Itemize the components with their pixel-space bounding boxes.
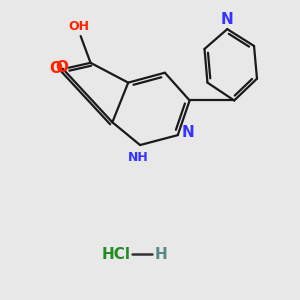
- Text: N: N: [221, 12, 234, 27]
- Text: H: H: [155, 247, 168, 262]
- Text: NH: NH: [128, 152, 148, 164]
- Text: OH: OH: [68, 20, 89, 33]
- Text: HCl: HCl: [101, 247, 130, 262]
- Text: N: N: [181, 125, 194, 140]
- Text: O: O: [55, 60, 68, 75]
- Text: O: O: [50, 61, 62, 76]
